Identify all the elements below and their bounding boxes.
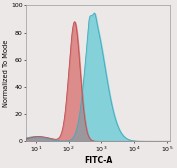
- X-axis label: FITC-A: FITC-A: [84, 156, 112, 164]
- Y-axis label: Normalized To Mode: Normalized To Mode: [4, 40, 10, 107]
